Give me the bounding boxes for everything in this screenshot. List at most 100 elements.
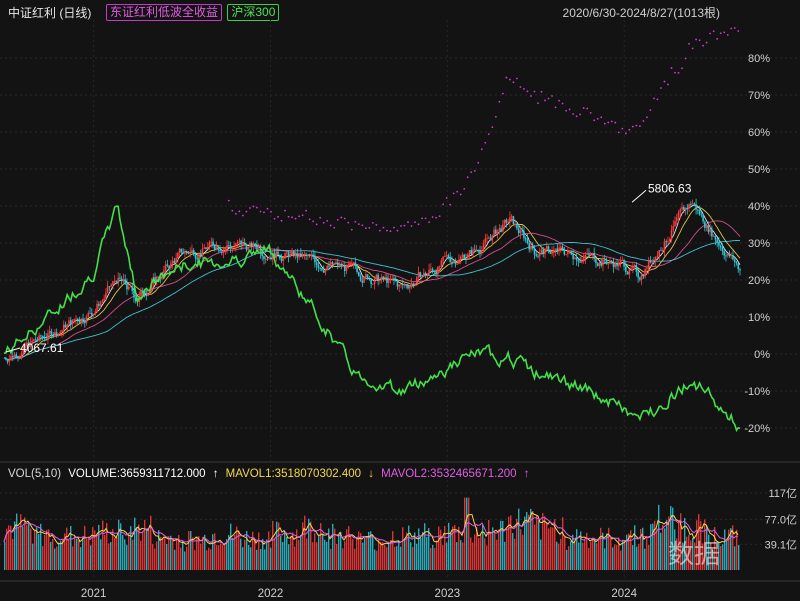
volume-bar bbox=[532, 510, 534, 570]
legend-csi300[interactable]: 沪深300 bbox=[227, 4, 280, 21]
volume-bar bbox=[630, 530, 632, 570]
series-low-vol-point bbox=[716, 37, 719, 40]
candle-body bbox=[310, 254, 313, 256]
volume-bar bbox=[510, 515, 512, 570]
candle-body bbox=[250, 242, 253, 247]
candle-body bbox=[210, 241, 213, 243]
candle-body bbox=[268, 257, 271, 259]
candle-body bbox=[589, 254, 592, 256]
series-low-vol-point bbox=[730, 27, 733, 30]
volume-bar bbox=[158, 530, 160, 570]
volume-bar bbox=[628, 533, 630, 570]
series-low-vol-point bbox=[301, 214, 304, 217]
volume-bar bbox=[114, 538, 116, 570]
series-low-vol-point bbox=[480, 148, 483, 151]
series-low-vol-point bbox=[315, 223, 318, 226]
series-low-vol-point bbox=[674, 71, 676, 74]
volume-bar bbox=[156, 541, 158, 570]
volume-bar bbox=[80, 547, 82, 570]
volume-bar bbox=[20, 514, 22, 570]
series-low-vol-point bbox=[270, 211, 272, 213]
candle-body bbox=[129, 286, 132, 288]
candle-body bbox=[96, 303, 98, 312]
series-low-vol-point bbox=[621, 127, 624, 130]
series-low-vol-point bbox=[512, 81, 515, 84]
candle-body bbox=[582, 258, 585, 261]
series-low-vol-point bbox=[333, 226, 336, 229]
volume-bar bbox=[418, 528, 420, 570]
volume-bar bbox=[72, 546, 74, 570]
candle-body bbox=[168, 265, 170, 269]
candle-body bbox=[684, 207, 687, 210]
candle-body bbox=[26, 342, 28, 346]
candle-body bbox=[342, 265, 344, 267]
candle-body bbox=[48, 330, 51, 334]
candle-body bbox=[159, 277, 162, 279]
candle-body bbox=[133, 290, 135, 298]
candle-body bbox=[131, 286, 134, 291]
volume-bar bbox=[496, 539, 498, 570]
candle-body bbox=[171, 260, 174, 264]
volume-bar bbox=[672, 507, 674, 570]
candle-body bbox=[407, 285, 409, 289]
candle-body bbox=[603, 260, 606, 261]
volume-bar bbox=[394, 546, 396, 570]
volume-bar bbox=[236, 526, 238, 570]
series-low-vol-point bbox=[445, 197, 448, 199]
vol-tick-label: 117亿 bbox=[768, 487, 797, 500]
volume-bar bbox=[726, 539, 728, 570]
volume-bar bbox=[100, 539, 102, 570]
volume-bar bbox=[354, 548, 356, 570]
candle-body bbox=[500, 228, 502, 232]
volume-bar bbox=[414, 532, 416, 570]
volume-bar bbox=[436, 540, 438, 570]
series-low-vol-point bbox=[582, 107, 585, 109]
candle-body bbox=[530, 246, 532, 250]
candle-body bbox=[380, 276, 383, 281]
candle-body bbox=[352, 262, 355, 264]
candle-body bbox=[489, 237, 492, 241]
candle-body bbox=[73, 319, 76, 321]
candle-body bbox=[108, 286, 111, 288]
volume-bar bbox=[162, 538, 164, 570]
candle-body bbox=[377, 274, 379, 281]
candle-body bbox=[240, 240, 242, 245]
volume-bar bbox=[398, 540, 400, 570]
series-low-vol-point bbox=[386, 229, 388, 232]
candle-body bbox=[192, 250, 195, 255]
candle-body bbox=[177, 253, 179, 259]
candle-body bbox=[482, 242, 485, 251]
candle-body bbox=[212, 241, 214, 246]
volume-bar bbox=[214, 533, 216, 570]
volume-bar bbox=[542, 512, 544, 570]
candle-body bbox=[538, 253, 541, 257]
x-tick-label: 2023 bbox=[435, 588, 461, 600]
series-low-vol-point bbox=[540, 90, 543, 93]
legend: 东证红利低波全收益 沪深300 bbox=[106, 4, 280, 21]
volume-bar bbox=[208, 547, 210, 570]
volume-bar bbox=[404, 538, 406, 570]
candle-body bbox=[249, 242, 251, 248]
candle-body bbox=[549, 251, 552, 254]
volume-bar bbox=[470, 537, 472, 570]
volume-bar bbox=[702, 543, 704, 570]
candle-body bbox=[361, 280, 364, 283]
y-tick-label: 30% bbox=[748, 238, 770, 250]
candle-body bbox=[542, 249, 545, 254]
volume-bar bbox=[488, 519, 490, 570]
candle-body bbox=[547, 246, 550, 252]
legend-low-vol-total-return[interactable]: 东证红利低波全收益 bbox=[106, 4, 223, 21]
series-low-vol-point bbox=[371, 221, 374, 224]
candle-body bbox=[263, 255, 265, 259]
candle-body bbox=[386, 277, 388, 284]
candle-body bbox=[219, 250, 221, 252]
series-low-vol-point bbox=[508, 78, 511, 81]
candle-body bbox=[147, 293, 149, 297]
candle-body bbox=[626, 272, 629, 275]
series-low-vol-point bbox=[624, 132, 627, 135]
candle-body bbox=[625, 266, 627, 273]
series-low-vol-point bbox=[565, 109, 568, 112]
candle-body bbox=[173, 260, 176, 263]
candle-body bbox=[300, 253, 302, 258]
